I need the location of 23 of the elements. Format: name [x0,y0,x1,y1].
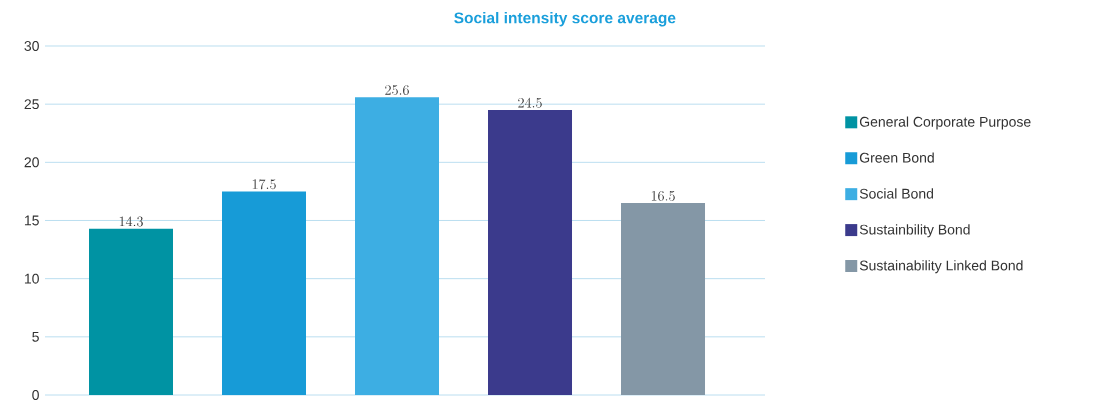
data-label: 24.5 [518,97,542,108]
data-label: 16.5 [651,191,675,201]
y-tick-label: 25 [24,99,39,110]
y-tick-label: 5 [32,331,39,342]
bar [621,203,706,395]
chart-title: Social intensity score average [454,11,676,27]
y-tick-label: 10 [24,273,39,284]
bar [488,109,573,395]
y-tick-label: 30 [24,41,39,51]
legend-label: General Corporate Purpose [859,116,1031,130]
data-label: 17.5 [252,179,276,190]
bar [355,97,440,395]
data-label: 14.3 [119,216,143,227]
bar [89,228,173,395]
legend-label: Green Bond [859,152,934,163]
legend-label: Social Bond [859,188,934,199]
legend-label: Sustainability Linked Bond [859,260,1023,274]
y-tick-label: 20 [24,157,39,168]
data-label: 25.6 [385,85,409,95]
bar [222,191,306,395]
y-tick-label: 0 [32,390,39,400]
legend-label: Sustainbility Bond [859,224,970,238]
y-tick-label: 15 [24,215,39,226]
